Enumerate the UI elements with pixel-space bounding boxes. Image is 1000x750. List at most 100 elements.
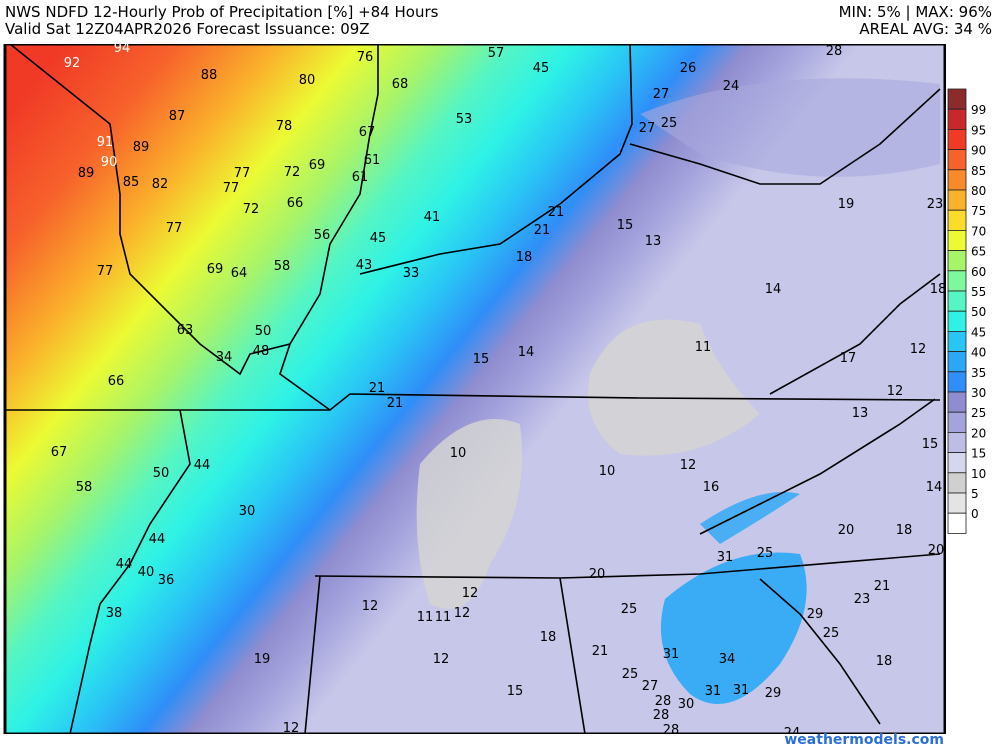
value-label: 12 xyxy=(910,342,927,357)
high-probability-area xyxy=(660,492,807,704)
value-label: 45 xyxy=(370,231,387,246)
value-label: 25 xyxy=(622,667,639,682)
value-label: 15 xyxy=(473,352,490,367)
value-label: 24 xyxy=(784,726,801,734)
legend-swatch xyxy=(947,330,967,352)
value-label: 12 xyxy=(454,606,471,621)
value-label: 34 xyxy=(216,350,233,365)
legend-label: 30 xyxy=(971,386,986,400)
value-label: 21 xyxy=(548,205,565,220)
legend-swatch xyxy=(947,88,967,110)
value-label: 44 xyxy=(116,557,133,572)
value-label: 88 xyxy=(201,68,218,83)
legend-swatch xyxy=(947,512,967,534)
legend-swatch xyxy=(947,169,967,191)
value-label: 66 xyxy=(108,374,125,389)
value-label: 13 xyxy=(852,406,869,421)
map-frame xyxy=(3,44,946,734)
value-label: 80 xyxy=(299,73,316,88)
value-label: 77 xyxy=(166,221,183,236)
legend-swatch xyxy=(947,229,967,251)
legend-label: 40 xyxy=(971,346,986,360)
value-label: 12 xyxy=(283,721,300,734)
value-label: 94 xyxy=(114,44,131,56)
value-label: 30 xyxy=(678,697,695,712)
legend-label: 20 xyxy=(971,426,986,440)
legend-swatch xyxy=(947,149,967,171)
value-label: 12 xyxy=(362,599,379,614)
value-label: 25 xyxy=(757,546,774,561)
legend-label: 75 xyxy=(971,204,986,218)
legend-label: 50 xyxy=(971,305,986,319)
value-label: 23 xyxy=(854,592,871,607)
legend-label: 35 xyxy=(971,366,986,380)
value-label: 28 xyxy=(663,723,680,734)
value-label: 58 xyxy=(76,480,93,495)
value-label: 27 xyxy=(653,87,670,102)
value-label: 20 xyxy=(928,543,945,558)
value-label: 64 xyxy=(231,266,248,281)
value-label: 77 xyxy=(97,264,114,279)
legend-swatch xyxy=(947,129,967,151)
stats: MIN: 5% | MAX: 96% AREAL AVG: 34 % xyxy=(839,4,992,38)
value-label: 21 xyxy=(874,579,891,594)
value-label: 15 xyxy=(617,218,634,233)
value-label: 29 xyxy=(807,607,824,622)
credit-watermark: weathermodels.com xyxy=(784,732,944,748)
value-label: 34 xyxy=(719,652,736,667)
legend-swatch xyxy=(947,351,967,373)
value-label: 67 xyxy=(51,445,68,460)
value-label: 11 xyxy=(417,610,434,625)
value-label: 41 xyxy=(424,210,441,225)
value-label: 14 xyxy=(518,345,535,360)
value-label: 12 xyxy=(680,458,697,473)
value-label: 21 xyxy=(387,396,404,411)
value-label: 89 xyxy=(78,166,95,181)
areal-average: AREAL AVG: 34 % xyxy=(859,20,992,38)
value-label: 21 xyxy=(369,381,386,396)
legend-swatch xyxy=(947,472,967,494)
value-label: 20 xyxy=(838,523,855,538)
legend-label: 5 xyxy=(971,487,979,501)
value-label: 12 xyxy=(887,384,904,399)
legend-swatch xyxy=(947,189,967,211)
value-label: 33 xyxy=(403,266,420,281)
value-label: 31 xyxy=(663,647,680,662)
value-label: 21 xyxy=(534,223,551,238)
value-label: 11 xyxy=(435,610,452,625)
value-label: 30 xyxy=(239,504,256,519)
value-label: 27 xyxy=(639,121,656,136)
value-label: 28 xyxy=(653,708,670,723)
value-label: 82 xyxy=(152,177,169,192)
value-label: 50 xyxy=(255,324,272,339)
value-label: 72 xyxy=(243,202,260,217)
min-max: MIN: 5% | MAX: 96% xyxy=(838,3,992,21)
value-label: 17 xyxy=(840,351,857,366)
value-label: 61 xyxy=(352,170,369,185)
value-label: 44 xyxy=(149,532,166,547)
value-label: 45 xyxy=(533,61,550,76)
value-label: 18 xyxy=(516,250,533,265)
value-label: 16 xyxy=(703,480,720,495)
legend-swatch xyxy=(947,250,967,272)
value-label: 44 xyxy=(194,458,211,473)
value-label: 18 xyxy=(540,630,557,645)
legend-swatch xyxy=(947,411,967,433)
legend-label: 95 xyxy=(971,123,986,137)
value-label: 15 xyxy=(507,684,524,699)
value-label: 85 xyxy=(123,175,140,190)
legend-label: 80 xyxy=(971,184,986,198)
value-label: 24 xyxy=(723,79,740,94)
value-label: 31 xyxy=(705,684,722,699)
legend-swatch xyxy=(947,270,967,292)
low-probability-areas xyxy=(416,78,940,609)
value-label: 53 xyxy=(456,112,473,127)
value-label: 20 xyxy=(589,567,606,582)
value-label: 31 xyxy=(717,550,734,565)
value-label: 63 xyxy=(177,323,194,338)
product-title: NWS NDFD 12-Hourly Prob of Precipitation… xyxy=(5,3,439,21)
legend-swatch xyxy=(947,452,967,474)
value-label: 72 xyxy=(284,165,301,180)
